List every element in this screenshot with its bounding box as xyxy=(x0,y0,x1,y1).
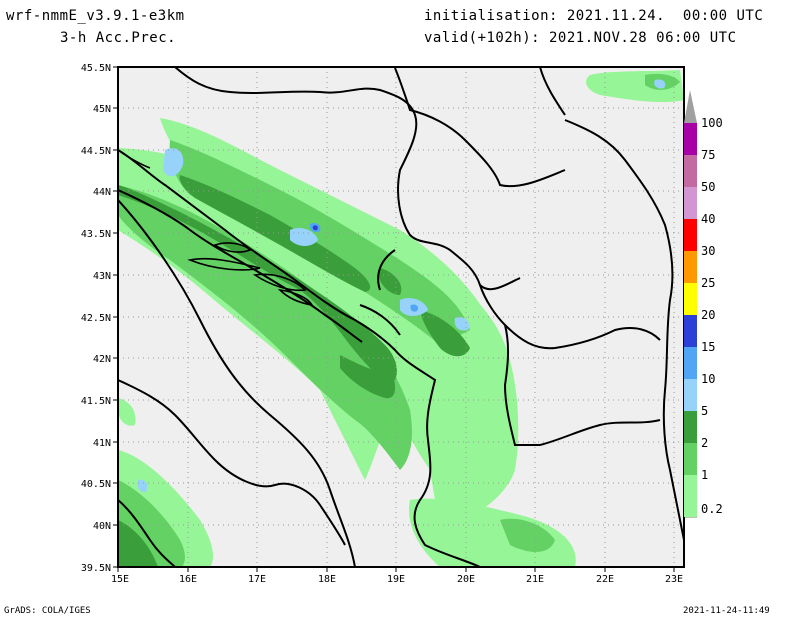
legend-label: 75 xyxy=(701,148,715,162)
legend-label: 50 xyxy=(701,180,715,194)
grads-credit: GrADS: COLA/IGES xyxy=(4,606,91,616)
lon-label: 22E xyxy=(596,574,614,585)
lon-label: 18E xyxy=(318,574,336,585)
legend-swatch xyxy=(684,123,697,155)
legend-upper-cap xyxy=(684,90,697,123)
variable-title: 3-h Acc.Prec. xyxy=(60,30,177,46)
axis-ticks xyxy=(113,66,675,572)
lat-label: 45.5N xyxy=(81,63,111,74)
legend-label: 20 xyxy=(701,308,715,322)
lat-label: 43.5N xyxy=(81,229,111,240)
lat-label: 41N xyxy=(93,438,111,449)
lon-label: 20E xyxy=(457,574,475,585)
legend-swatch xyxy=(684,219,697,251)
legend-swatch xyxy=(684,443,697,475)
legend-label: 2 xyxy=(701,436,708,450)
lon-label: 23E xyxy=(665,574,683,585)
legend-swatch xyxy=(684,475,697,517)
lon-label: 17E xyxy=(248,574,266,585)
lat-label: 42.5N xyxy=(81,313,111,324)
legend-label: 25 xyxy=(701,276,715,290)
legend-swatch xyxy=(684,251,697,283)
legend-label: 100 xyxy=(701,116,723,130)
lat-label: 44N xyxy=(93,187,111,198)
legend-label: 0.2 xyxy=(701,502,723,516)
valid-time-label: valid(+102h): 2021.NOV.28 06:00 UTC xyxy=(424,30,737,46)
lon-label: 15E xyxy=(111,574,129,585)
lon-label: 16E xyxy=(179,574,197,585)
legend-swatch xyxy=(684,315,697,347)
legend-label: 40 xyxy=(701,212,715,226)
lat-label: 43N xyxy=(93,271,111,282)
legend-label: 15 xyxy=(701,340,715,354)
render-timestamp: 2021-11-24-11:49 xyxy=(683,606,770,616)
coastlines-borders xyxy=(118,67,684,567)
lat-label: 39.5N xyxy=(81,563,111,574)
legend-label: 1 xyxy=(701,468,708,482)
model-title: wrf-nmmE_v3.9.1-e3km xyxy=(6,8,185,24)
lat-label: 40N xyxy=(93,521,111,532)
legend-label: 10 xyxy=(701,372,715,386)
legend-colorbar xyxy=(683,90,698,518)
lat-label: 42N xyxy=(93,354,111,365)
lat-label: 41.5N xyxy=(81,396,111,407)
legend-label: 5 xyxy=(701,404,708,418)
legend-swatch xyxy=(684,155,697,187)
legend-swatch xyxy=(684,379,697,411)
lat-label: 45N xyxy=(93,104,111,115)
legend-swatch xyxy=(684,283,697,315)
lat-label: 40.5N xyxy=(81,479,111,490)
legend-label: 30 xyxy=(701,244,715,258)
lat-label: 44.5N xyxy=(81,146,111,157)
lon-label: 21E xyxy=(526,574,544,585)
legend-swatch xyxy=(684,347,697,379)
legend-swatch xyxy=(684,187,697,219)
legend-swatch xyxy=(684,411,697,443)
lon-label: 19E xyxy=(387,574,405,585)
initialisation-label: initialisation: 2021.11.24. 00:00 UTC xyxy=(424,8,764,24)
